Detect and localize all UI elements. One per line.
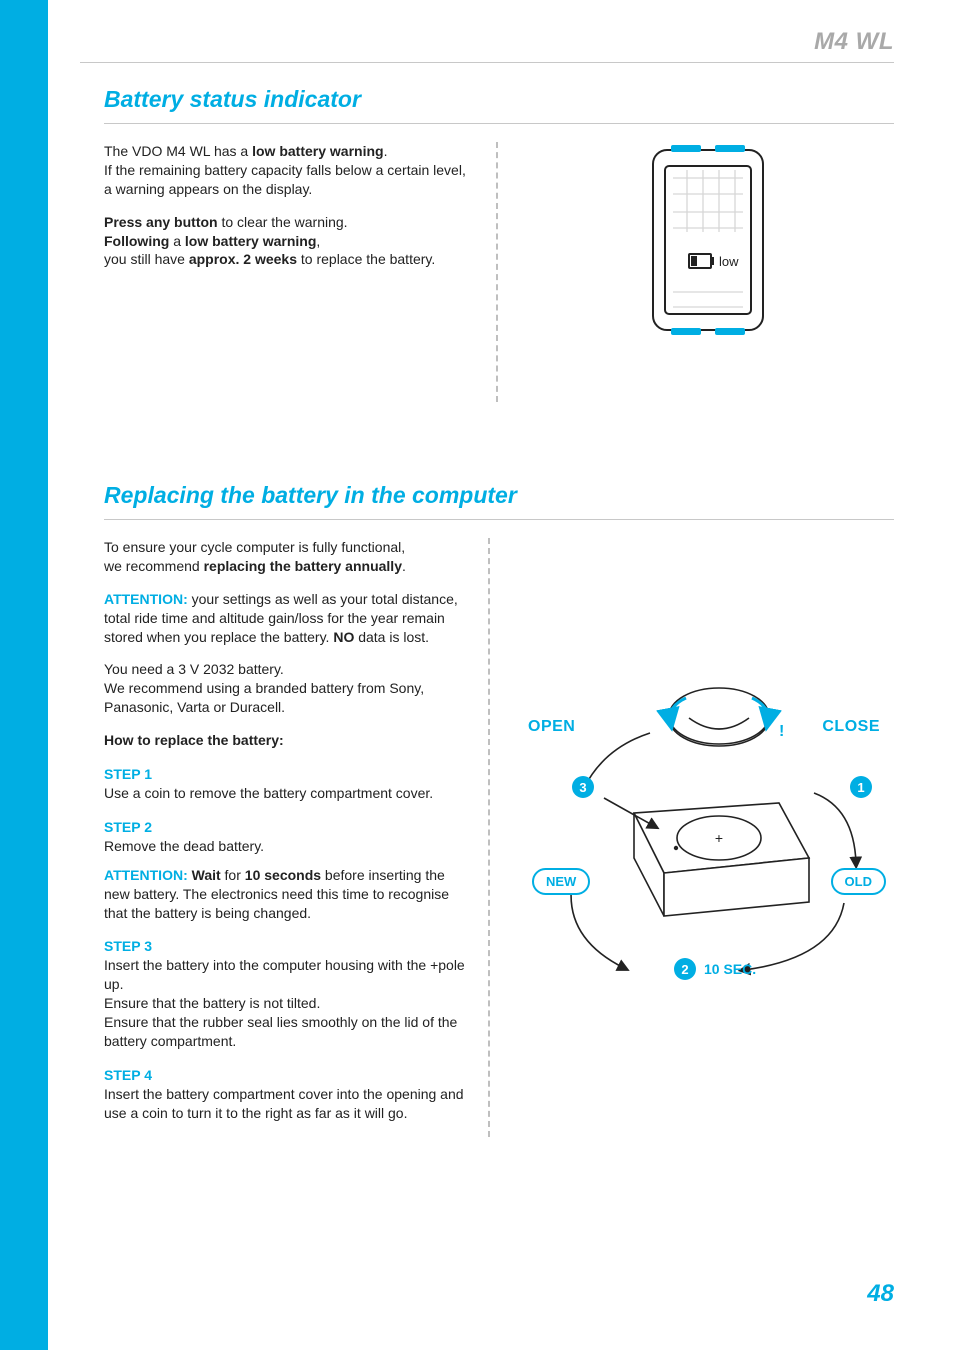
section2: Replacing the battery in the computer To… [104,482,894,1137]
pill-new: NEW [532,868,590,895]
s2-how: How to replace the battery: [104,731,468,750]
svg-text:!: ! [779,723,784,740]
section1-title: Battery status indicator [104,86,894,113]
device-icon: low [633,142,783,342]
section1-rule [104,123,894,124]
badge-3: 3 [572,776,594,798]
badge-2: 2 [674,958,696,980]
label-10sec: 10 SEC. [704,961,756,977]
section1-text: The VDO M4 WL has a low battery warning.… [104,142,476,402]
s1-p1: The VDO M4 WL has a low battery warning.… [104,142,476,199]
step3-label: STEP 3 [104,938,468,954]
step2-text: Remove the dead battery. [104,837,468,856]
s2-attn2: ATTENTION: Wait for 10 seconds before in… [104,866,468,923]
s2-p1: To ensure your cycle computer is fully f… [104,538,468,576]
section1-body: The VDO M4 WL has a low battery warning.… [104,142,894,402]
section2-rule [104,519,894,520]
section2-title: Replacing the battery in the computer [104,482,894,509]
step4-text: Insert the battery compartment cover int… [104,1085,468,1123]
section2-body: To ensure your cycle computer is fully f… [104,538,894,1137]
s2-p3: You need a 3 V 2032 battery. We recommen… [104,660,468,717]
pill-old: OLD [831,868,886,895]
step1-text: Use a coin to remove the battery compart… [104,784,468,803]
content: Battery status indicator The VDO M4 WL h… [104,86,894,1137]
s2-attn1: ATTENTION: your settings as well as your… [104,590,468,647]
battery-diagram: + [514,658,894,1018]
label-open: OPEN [528,718,575,736]
step2-label: STEP 2 [104,819,468,835]
s1-p2: Press any button to clear the warning. F… [104,213,476,270]
section2-text: To ensure your cycle computer is fully f… [104,538,468,1137]
section1-figure: low [496,142,894,402]
sidebar-stripe [0,0,48,1350]
step4-label: STEP 4 [104,1067,468,1083]
svg-text:low: low [719,254,739,269]
badge-1: 1 [850,776,872,798]
header-rule [80,62,894,63]
svg-text:+: + [715,830,723,846]
step3-text: Insert the battery into the computer hou… [104,956,468,1050]
header-model: M4 WL [814,28,894,56]
label-close: CLOSE [822,718,880,736]
section2-figure: + [488,538,894,1137]
step1-label: STEP 1 [104,766,468,782]
page-number: 48 [867,1280,894,1308]
